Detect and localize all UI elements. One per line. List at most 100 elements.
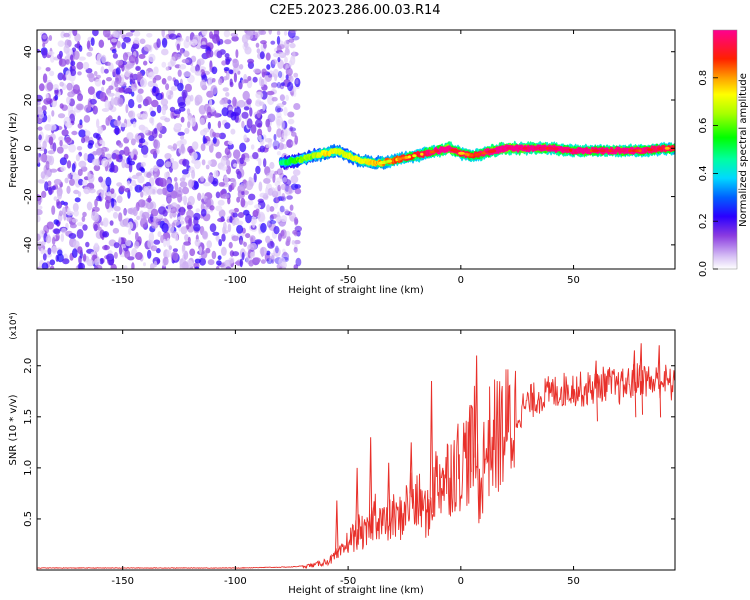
noise-speckle	[268, 30, 272, 35]
noise-speckle	[153, 173, 157, 180]
noise-speckle	[212, 231, 220, 236]
noise-speckle	[164, 171, 169, 179]
noise-speckle	[153, 165, 159, 172]
noise-speckle	[177, 69, 182, 77]
noise-speckle	[178, 206, 186, 216]
noise-speckle	[130, 30, 135, 33]
noise-speckle	[118, 87, 125, 93]
noise-speckle	[131, 174, 140, 180]
snr-spike	[334, 500, 339, 558]
noise-speckle	[220, 166, 228, 171]
noise-speckle	[53, 219, 59, 225]
noise-speckle	[112, 53, 118, 59]
noise-speckle	[118, 236, 122, 245]
noise-speckle	[283, 133, 288, 140]
noise-speckle	[218, 78, 223, 86]
noise-speckle	[228, 69, 234, 75]
signal-peak-cell	[599, 149, 607, 153]
noise-speckle	[83, 115, 91, 123]
noise-speckle	[72, 202, 79, 212]
noise-speckle	[180, 143, 185, 154]
noise-speckle	[223, 221, 227, 232]
noise-speckle	[57, 53, 62, 60]
noise-speckle	[172, 143, 178, 151]
noise-speckle	[265, 118, 271, 128]
noise-speckle	[153, 139, 161, 150]
noise-speckle	[66, 185, 71, 194]
noise-speckle	[187, 121, 191, 129]
noise-speckle	[116, 182, 123, 187]
noise-speckle	[98, 176, 103, 183]
y-tick-label: -20	[23, 188, 34, 204]
noise-speckle	[200, 44, 209, 49]
noise-speckle	[123, 265, 128, 269]
noise-speckle	[191, 169, 196, 179]
x-tick-label: -50	[340, 576, 356, 587]
noise-speckle	[181, 58, 190, 64]
noise-speckle	[51, 185, 56, 191]
noise-speckle	[99, 155, 103, 163]
noise-speckle	[161, 48, 169, 56]
signal-peak-cell	[561, 148, 565, 152]
noise-speckle	[137, 199, 146, 208]
snr-spike	[474, 355, 479, 481]
noise-speckle	[257, 134, 262, 142]
noise-speckle	[235, 49, 239, 59]
noise-speckle	[57, 113, 66, 119]
colorbar: 0.0 0.2 0.4 0.6 0.8 Normalized spectral ampl…	[698, 29, 749, 277]
noise-speckle	[220, 156, 227, 167]
noise-speckle	[184, 234, 189, 242]
noise-speckle	[195, 208, 201, 213]
noise-speckle	[59, 103, 64, 109]
noise-speckle	[78, 178, 84, 186]
noise-speckle	[113, 242, 120, 249]
noise-speckle	[94, 198, 98, 208]
noise-speckle	[132, 206, 138, 217]
snr-panel: -150 -100 -50 0 50 0.5 1.0 1.5 2.0 Height of str…	[8, 312, 676, 596]
signal-peak-cell	[647, 148, 653, 152]
noise-speckle	[70, 54, 74, 61]
noise-speckle	[265, 235, 271, 244]
noise-speckle	[222, 87, 229, 92]
noise-speckle	[194, 266, 200, 269]
noise-speckle	[44, 181, 49, 192]
noise-speckle	[258, 181, 263, 192]
noise-speckle	[111, 49, 117, 54]
noise-speckle	[208, 76, 213, 86]
noise-speckle	[266, 172, 274, 180]
noise-speckle	[79, 119, 83, 126]
noise-speckle	[68, 144, 76, 153]
noise-speckle	[88, 46, 94, 52]
y-tick-label: 2.0	[23, 358, 34, 374]
noise-speckle	[190, 117, 197, 127]
noise-speckle	[280, 215, 287, 223]
noise-speckle	[216, 50, 223, 59]
noise-speckle	[239, 163, 244, 170]
noise-speckle	[124, 87, 133, 94]
noise-speckle	[56, 253, 64, 263]
noise-speckle	[148, 53, 156, 63]
noise-speckle	[179, 263, 185, 269]
noise-speckle	[286, 195, 293, 200]
noise-speckle	[201, 192, 205, 200]
noise-speckle	[285, 67, 293, 77]
noise-speckle	[122, 52, 129, 61]
noise-speckle	[245, 213, 252, 224]
noise-speckle	[132, 148, 138, 155]
noise-speckle	[81, 216, 86, 222]
noise-speckle	[42, 42, 46, 48]
noise-speckle	[267, 125, 272, 133]
noise-speckle	[256, 109, 261, 119]
noise-speckle	[197, 192, 202, 201]
noise-speckle-layer	[37, 30, 302, 269]
noise-speckle	[257, 211, 266, 222]
noise-speckle	[125, 32, 134, 37]
snr-axes: -150 -100 -50 0 50 0.5 1.0 1.5 2.0	[23, 330, 675, 587]
noise-speckle	[115, 59, 124, 66]
noise-speckle	[173, 79, 179, 87]
noise-speckle	[277, 56, 281, 63]
noise-speckle	[186, 98, 191, 104]
noise-speckle	[293, 216, 299, 226]
noise-speckle	[283, 208, 290, 215]
noise-speckle	[125, 64, 134, 69]
